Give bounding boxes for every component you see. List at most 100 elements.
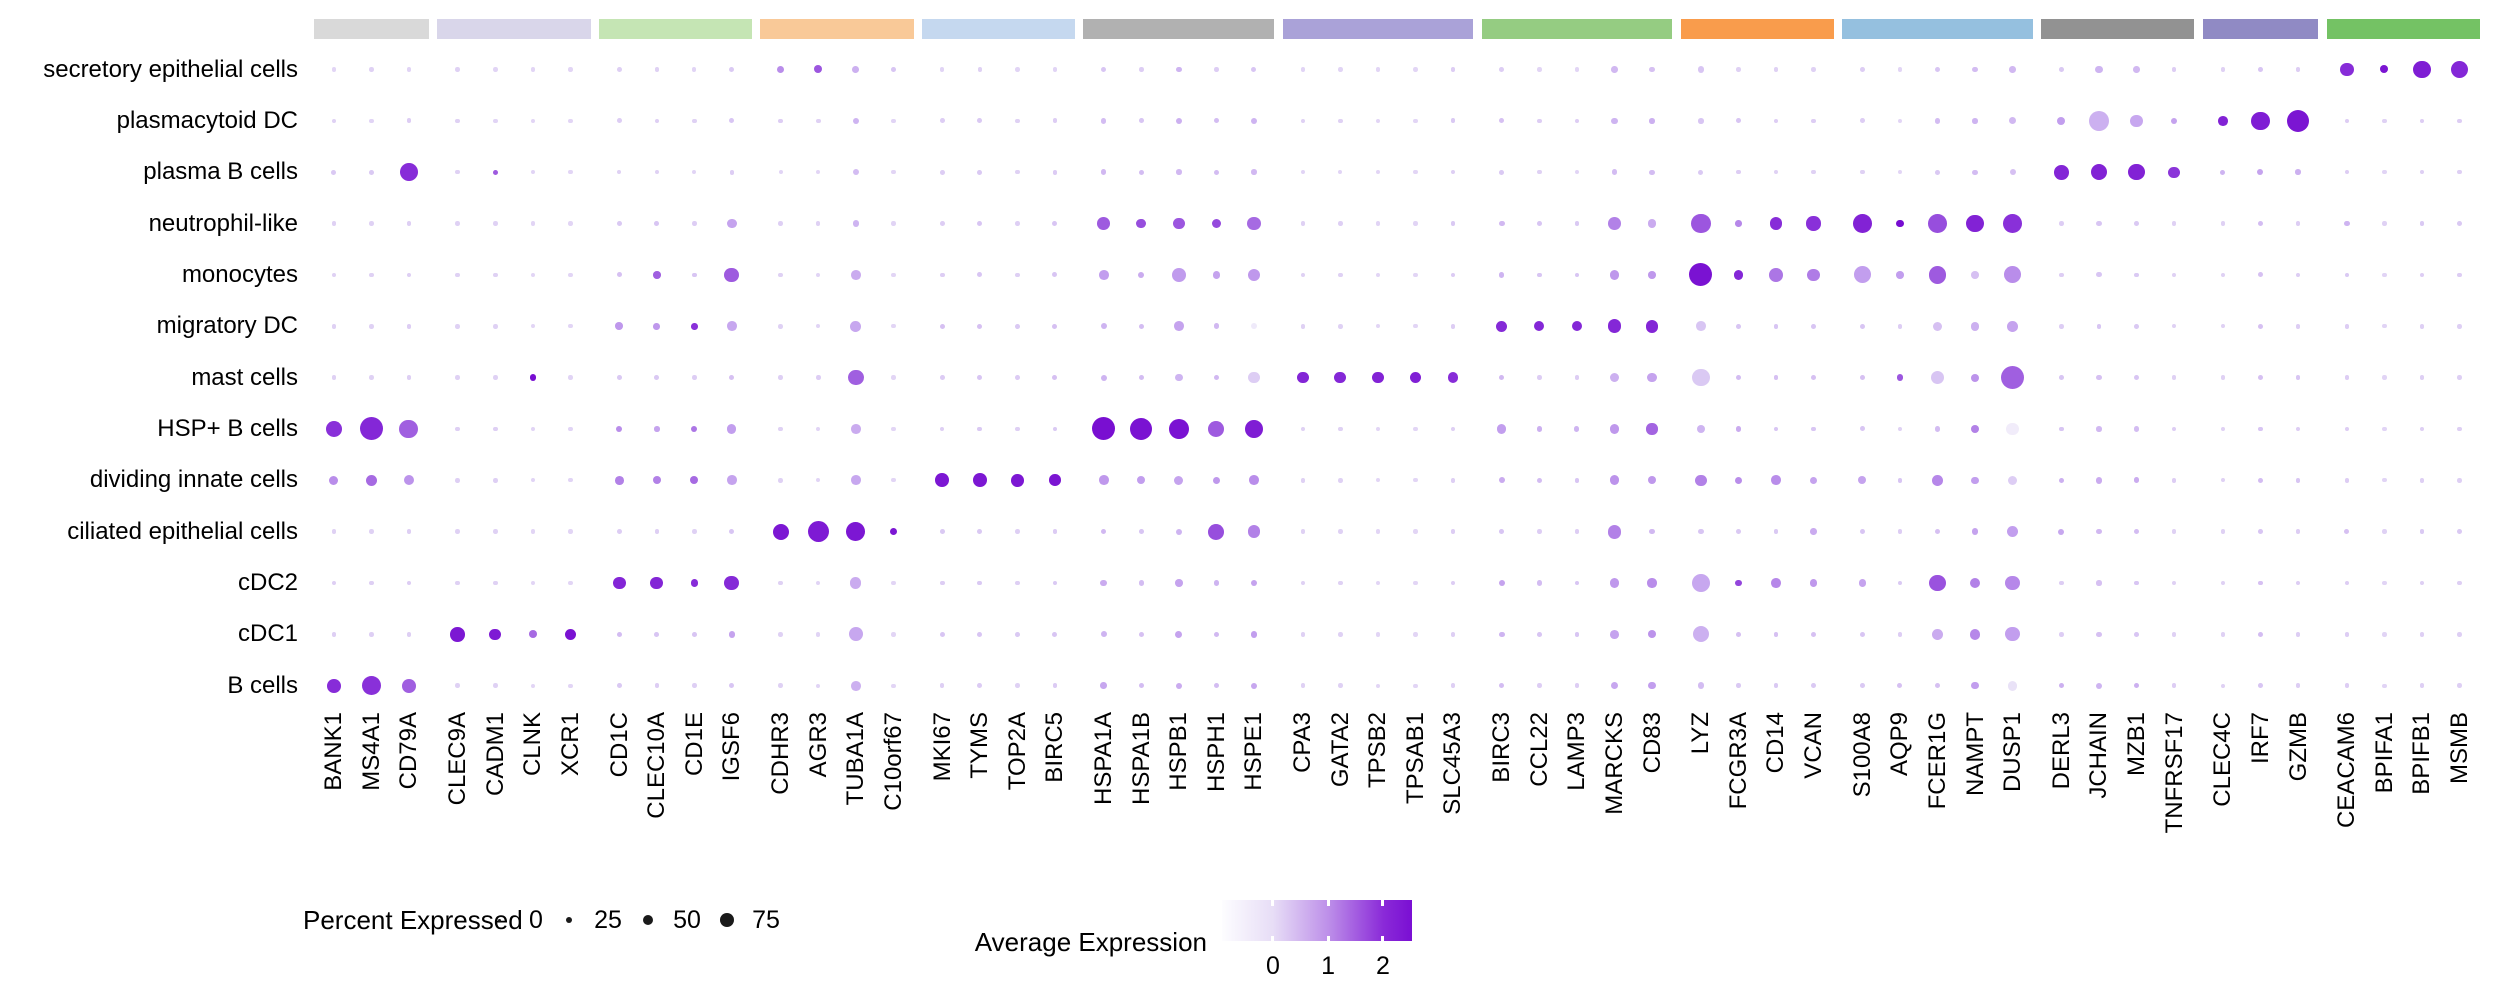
dot-neutrophil-like-nampt <box>1966 214 1984 233</box>
dot-cdc1-igsf6 <box>728 631 736 638</box>
dot-monocytes-ceacam6 <box>2344 272 2350 278</box>
cell-type-label: plasmacytoid DC <box>116 106 298 134</box>
dot-neutrophil-like-hspa1b <box>1136 218 1147 229</box>
gene-label: FCGR3A <box>1724 712 1752 810</box>
legend-size-dot-75 <box>719 912 735 928</box>
dot-mast-cells-fcgr3a <box>1735 375 1741 381</box>
dot-plasma-b-cells-jchain <box>2090 164 2108 181</box>
dot-cdc1-irf7 <box>2257 631 2264 637</box>
gene-label: DUSP1 <box>1999 712 2027 793</box>
dot-dividing-innate-cells-irf7 <box>2257 477 2264 483</box>
dot-dividing-innate-cells-vcan <box>1809 476 1818 485</box>
dot-mast-cells-clec10a <box>654 375 660 380</box>
gradient-tick-mark <box>1326 936 1330 942</box>
dot-neutrophil-like-tpsab1 <box>1413 221 1418 226</box>
dot-plasma-b-cells-ccl22 <box>1537 170 1542 175</box>
gene-label: CDHR3 <box>767 712 795 795</box>
gene-group-bar-2 <box>598 19 753 39</box>
dot-plasmacytoid-dc-tpsab1 <box>1413 118 1418 123</box>
dot-monocytes-hsph1 <box>1212 271 1221 279</box>
gene-label: JCHAIN <box>2085 712 2113 799</box>
dot-secretory-epithelial-cells-tuba1a <box>852 66 860 73</box>
dot-migratory-dc-fcer1g <box>1932 321 1943 331</box>
dot-secretory-epithelial-cells-clec9a <box>455 67 460 72</box>
dot-b-cells-cd14 <box>1773 683 1779 689</box>
dot-plasma-b-cells-hsph1 <box>1213 169 1219 175</box>
dot-monocytes-marcks <box>1609 270 1620 280</box>
dot-neutrophil-like-ccl22 <box>1537 221 1542 226</box>
gene-label: TYMS <box>966 712 994 779</box>
legend-size-value: 50 <box>673 906 701 934</box>
dot-cdc2-tuba1a <box>850 577 862 589</box>
dot-secretory-epithelial-cells-agr3 <box>814 65 823 74</box>
dot-neutrophil-like-tuba1a <box>852 220 859 227</box>
dot-mast-cells-ccl22 <box>1537 375 1542 380</box>
dot-monocytes-dusp1 <box>2004 266 2021 284</box>
dot-cdc1-bank1 <box>331 632 337 637</box>
dot-ciliated-epithelial-cells-bank1 <box>331 529 337 534</box>
dot-hsp-b-cells-gata2 <box>1338 426 1343 432</box>
dot-plasmacytoid-dc-cd83 <box>1649 118 1655 124</box>
dot-neutrophil-like-agr3 <box>816 221 821 226</box>
dot-plasmacytoid-dc-bpifb1 <box>2419 118 2425 124</box>
dot-mast-cells-bpifb1 <box>2419 375 2425 380</box>
dot-secretory-epithelial-cells-clec10a <box>654 67 660 72</box>
dot-dividing-innate-cells-bpifb1 <box>2419 478 2425 483</box>
dot-cdc2-aqp9 <box>1897 580 1903 586</box>
dot-mast-cells-derl3 <box>2059 375 2064 380</box>
dot-plasmacytoid-dc-agr3 <box>816 118 821 124</box>
dot-hsp-b-cells-cd83 <box>1646 423 1658 435</box>
dot-cdc2-fcer1g <box>1929 574 1946 592</box>
dot-neutrophil-like-vcan <box>1806 216 1821 231</box>
dot-ciliated-epithelial-cells-dusp1 <box>2006 525 2019 538</box>
dot-b-cells-top2a <box>1015 683 1020 688</box>
dot-plasmacytoid-dc-dusp1 <box>2008 117 2017 125</box>
cell-type-label: neutrophil-like <box>148 209 298 237</box>
dot-hsp-b-cells-ceacam6 <box>2344 426 2350 432</box>
average-expression-legend-title: Average Expression <box>974 927 1207 957</box>
dot-monocytes-cd1e <box>691 272 697 278</box>
dot-cdc2-tnfrsf17 <box>2171 580 2177 586</box>
gene-label: HSPH1 <box>1202 712 1230 793</box>
dot-ciliated-epithelial-cells-cd1e <box>692 529 697 534</box>
gene-label: C10orf67 <box>879 712 907 811</box>
dot-plasma-b-cells-top2a <box>1015 169 1020 175</box>
dot-hsp-b-cells-cd14 <box>1773 426 1779 432</box>
cell-type-label: HSP+ B cells <box>157 414 298 442</box>
dot-secretory-epithelial-cells-clec4c <box>2220 67 2226 72</box>
gene-label: CLEC10A <box>643 712 671 819</box>
dot-ciliated-epithelial-cells-cpa3 <box>1300 529 1306 534</box>
dot-hsp-b-cells-hspe1 <box>1245 420 1263 438</box>
dot-migratory-dc-clec10a <box>653 322 661 330</box>
dot-mast-cells-cd83 <box>1647 372 1657 383</box>
dot-cdc2-tyms <box>977 580 983 586</box>
dot-plasmacytoid-dc-cadm1 <box>493 118 498 124</box>
gene-label: BPIFA1 <box>2370 712 2398 794</box>
dot-plasmacytoid-dc-tpsb2 <box>1375 118 1381 123</box>
dot-plasma-b-cells-s100a8 <box>1860 169 1865 175</box>
gene-label: LAMP3 <box>1563 712 1591 791</box>
dot-hsp-b-cells-hspa1b <box>1130 417 1153 440</box>
dot-hsp-b-cells-nampt <box>1970 424 1980 434</box>
dot-neutrophil-like-clec10a <box>654 221 660 226</box>
dot-hsp-b-cells-msmb <box>2457 426 2462 432</box>
dot-dividing-innate-cells-hsph1 <box>1212 476 1221 485</box>
gene-label: BIRC3 <box>1488 712 1516 783</box>
dot-cdc1-hsph1 <box>1213 631 1220 638</box>
dot-migratory-dc-dusp1 <box>2007 320 2018 332</box>
dot-secretory-epithelial-cells-ceacam6 <box>2340 62 2354 77</box>
percent-expressed-legend-title: Percent Expressed <box>303 905 523 935</box>
dot-cdc2-mzb1 <box>2134 580 2139 586</box>
gene-label: TOP2A <box>1003 712 1031 791</box>
dot-mast-cells-lyz <box>1692 368 1710 387</box>
dot-migratory-dc-bank1 <box>331 323 337 329</box>
dot-plasma-b-cells-lamp3 <box>1574 170 1580 175</box>
dot-cdc2-mki67 <box>939 580 945 586</box>
dot-mast-cells-cd14 <box>1773 375 1779 381</box>
dot-neutrophil-like-hspe1 <box>1247 216 1261 231</box>
dot-ciliated-epithelial-cells-mzb1 <box>2133 529 2140 535</box>
dot-monocytes-mki67 <box>939 272 945 278</box>
dot-secretory-epithelial-cells-fcgr3a <box>1736 67 1741 72</box>
dot-dividing-innate-cells-tpsb2 <box>1375 478 1381 483</box>
dot-b-cells-mzb1 <box>2133 682 2140 689</box>
